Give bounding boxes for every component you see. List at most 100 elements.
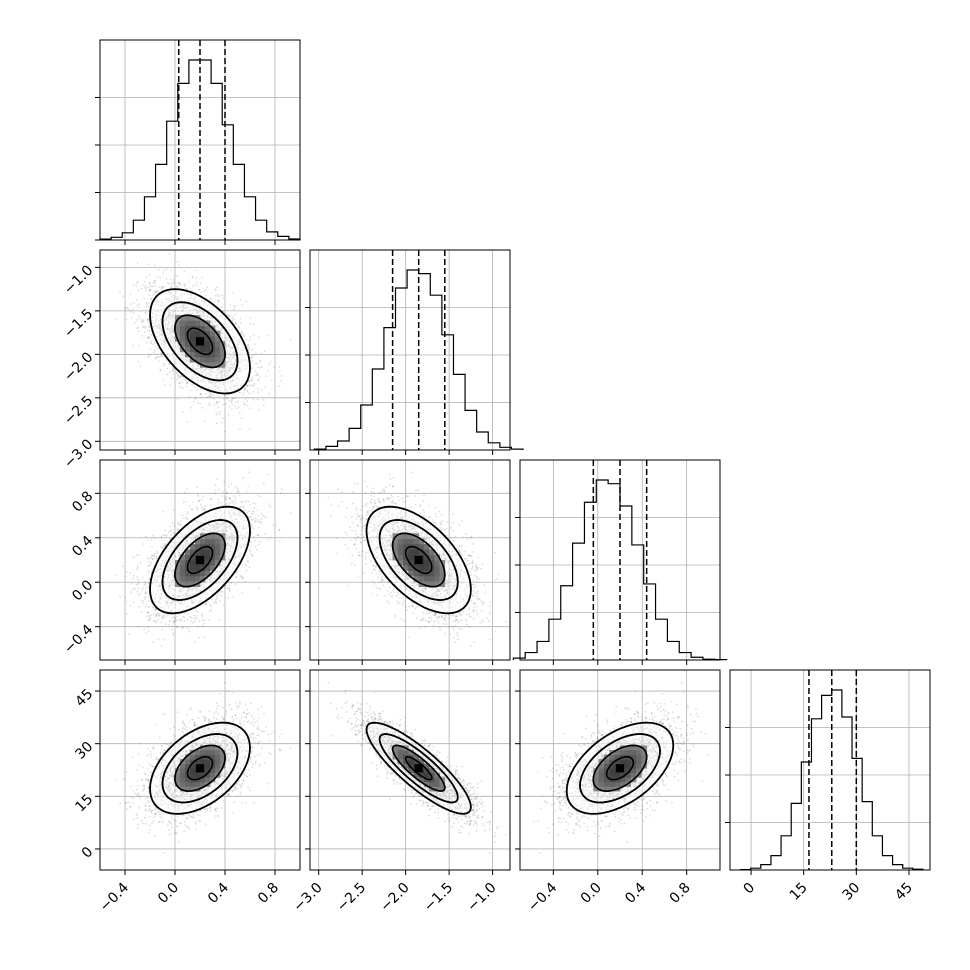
sample-point [147,329,149,332]
sample-point [231,320,234,323]
sample-point [247,560,250,563]
sample-point [271,505,273,508]
sample-point [231,407,233,410]
sample-point [251,513,254,516]
sample-point [132,312,135,315]
sample-point [147,318,150,320]
sample-point [252,353,255,356]
sample-point [246,385,249,388]
density-cell [190,341,196,347]
sample-point [216,402,219,405]
sample-point [157,291,160,293]
sample-point [137,330,140,333]
sample-point [141,321,144,323]
sample-point [215,412,218,414]
density-cell [215,362,221,368]
sample-point [153,552,156,555]
sample-point [206,286,209,289]
sample-point [147,319,149,321]
sample-point [240,330,243,333]
sample-point [228,314,231,317]
sample-point [147,336,150,339]
sample-point [172,634,175,637]
panel-frame [309,249,511,451]
sample-point [159,369,162,371]
density-cell [190,330,196,337]
sample-point [232,397,235,400]
density-cell [200,325,206,332]
sample-point [151,294,154,297]
hist-panel-1 [305,249,524,455]
sample-point [234,305,237,307]
sample-point [144,287,147,290]
sample-point [178,382,181,385]
sample-point [150,342,153,345]
sample-point [148,565,150,567]
sample-point [191,275,194,278]
sample-point [223,587,226,589]
sample-point [254,343,256,346]
sample-point [152,292,155,295]
tick-marks [515,517,688,665]
sample-point [190,508,193,510]
sample-point [227,597,230,599]
sample-point [216,422,218,425]
sample-point [138,306,141,309]
density-cell [180,341,186,347]
sample-point [161,355,164,358]
density-cell [210,351,216,358]
sample-point [260,352,263,355]
density-cell [215,346,221,353]
sample-point [148,329,151,332]
sample-point [150,563,152,566]
sample-point [145,325,147,328]
sample-point [191,289,194,292]
density-cell [190,315,196,321]
sample-point [148,289,151,291]
sample-point [157,618,160,621]
sample-point [251,379,253,382]
sample-point [217,293,219,296]
sample-point [130,316,133,319]
sample-point [256,518,259,521]
sample-point [194,396,197,399]
sample-point [188,396,191,398]
sample-point [226,396,229,399]
density-cell [215,336,221,342]
density-cell [190,320,196,326]
sample-point [252,385,254,388]
sample-point [204,393,207,395]
sample-point [170,529,173,531]
sample-point [257,388,259,390]
sample-point [172,369,175,372]
density-cell [195,351,201,358]
sample-point [154,292,157,294]
sample-point [122,295,124,298]
sample-point [244,386,247,389]
sample-point [203,509,206,511]
sample-point [145,305,148,308]
sample-point [154,619,157,622]
sample-point [271,379,273,382]
sample-point [242,335,245,338]
sample-point [181,626,184,629]
sample-point [200,393,202,396]
sample-point [185,379,187,382]
sample-point [143,628,146,631]
sample-point [245,384,248,387]
sample-point [250,378,253,381]
sample-point [160,353,163,355]
sample-point [191,276,194,279]
sample-point [209,603,212,606]
sample-point [137,326,139,329]
sample-point [150,555,153,557]
sample-point [256,372,258,375]
sample-point [265,375,267,377]
sample-point [169,538,172,541]
sample-point [148,281,151,284]
density-cell [175,315,181,321]
sample-point [186,421,189,423]
sample-point [155,356,158,359]
sample-point [218,295,220,298]
